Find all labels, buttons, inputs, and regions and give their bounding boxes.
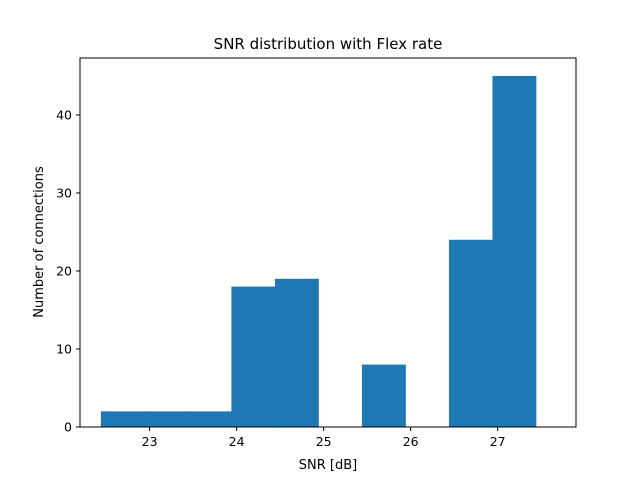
x-tick-label: 25 — [316, 434, 332, 449]
y-axis: 0 10 20 30 40 — [56, 107, 80, 435]
x-axis-label: SNR [dB] — [299, 458, 357, 473]
histogram-bar — [492, 75, 537, 427]
y-axis-label: Number of connections — [32, 166, 47, 318]
y-tick-label: 20 — [56, 263, 72, 278]
x-tick-label: 27 — [490, 434, 506, 449]
y-tick-label: 30 — [56, 185, 72, 200]
histogram-bar — [187, 411, 232, 427]
x-axis: 23 24 25 26 27 — [142, 427, 506, 449]
plot-frame — [79, 57, 577, 428]
chart-title: SNR distribution with Flex rate — [214, 35, 443, 53]
x-tick-label: 26 — [403, 434, 419, 449]
y-tick-label: 40 — [56, 107, 72, 122]
x-tick-label: 23 — [142, 434, 158, 449]
histogram-bar — [361, 364, 406, 427]
bars-group — [100, 75, 537, 427]
histogram-bar — [100, 411, 145, 427]
x-tick-label: 24 — [229, 434, 245, 449]
histogram-bar — [231, 286, 276, 427]
histogram-bar — [448, 239, 493, 427]
y-tick-label: 0 — [64, 420, 72, 435]
y-tick-label: 10 — [56, 341, 72, 356]
histogram-bar — [274, 278, 319, 427]
histogram-bar — [144, 411, 189, 427]
